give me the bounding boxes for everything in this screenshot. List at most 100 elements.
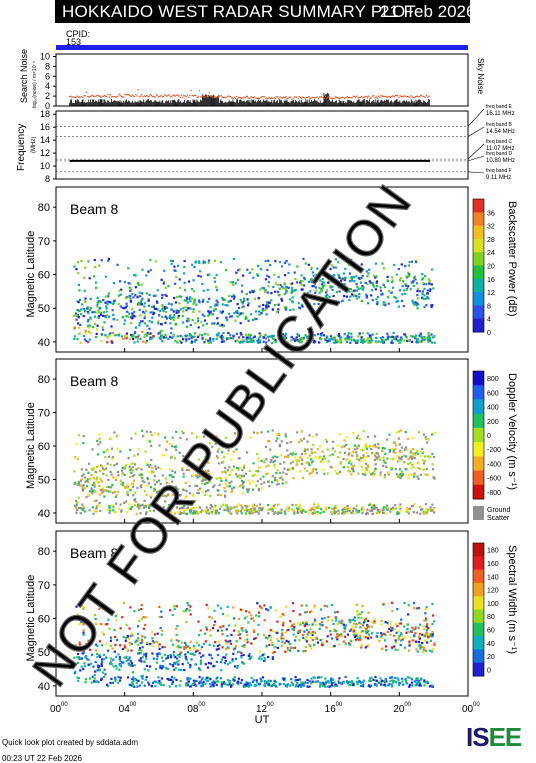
heatmap-cell	[319, 456, 321, 458]
heatmap-cell	[262, 475, 264, 477]
sky-noise-point	[354, 96, 355, 97]
heatmap-cell	[289, 643, 291, 645]
noise-ytick-label: 10	[40, 51, 50, 61]
heatmap-cell	[287, 456, 289, 458]
heatmap-cell	[85, 496, 87, 498]
heatmap-cell	[139, 684, 141, 686]
heatmap-cell	[179, 278, 181, 280]
heatmap-cell	[344, 452, 346, 454]
heatmap-cell	[114, 491, 116, 493]
colorbar-tick-label: -800	[487, 490, 501, 497]
heatmap-cell	[313, 607, 315, 609]
heatmap-cell	[317, 505, 319, 507]
heatmap-cell	[155, 668, 157, 670]
heatmap-cell	[350, 640, 352, 642]
heatmap-cell	[137, 680, 139, 682]
heatmap-cell	[362, 332, 364, 334]
heatmap-cell	[103, 654, 105, 656]
heatmap-cell	[108, 258, 110, 260]
sky-noise-point	[226, 96, 227, 97]
heatmap-cell	[88, 478, 90, 480]
heatmap-cell	[83, 315, 85, 317]
heatmap-cell	[399, 289, 401, 291]
heatmap-cell	[200, 275, 202, 277]
freq-band-value: 9.11 MHz	[486, 175, 511, 181]
heatmap-cell	[141, 269, 143, 271]
heatmap-cell	[160, 616, 162, 618]
heatmap-cell	[157, 320, 159, 322]
heatmap-cell	[426, 337, 428, 339]
heatmap-cell	[158, 444, 160, 446]
heatmap-cell	[393, 635, 395, 637]
heatmap-cell	[235, 272, 237, 274]
freq-ytick-label: 18	[40, 109, 50, 119]
heatmap-cell	[331, 604, 333, 606]
heatmap-cell	[243, 646, 245, 648]
heatmap-cell	[302, 637, 304, 639]
sky-noise-point	[198, 96, 199, 97]
sky-noise-point	[380, 95, 381, 96]
heatmap-cell	[169, 685, 171, 687]
heatmap-cell	[327, 460, 329, 462]
heatmap-cell	[269, 449, 271, 451]
sky-noise-point	[187, 94, 188, 95]
heatmap-cell	[302, 634, 304, 636]
heatmap-cell	[421, 273, 423, 275]
sky-noise-point	[123, 96, 124, 97]
heatmap-cell	[350, 512, 352, 514]
heatmap-cell	[384, 680, 386, 682]
heatmap-cell	[164, 654, 166, 656]
heatmap-cell	[309, 628, 311, 630]
heatmap-cell	[112, 476, 114, 478]
heatmap-cell	[173, 297, 175, 299]
heatmap-cell	[176, 634, 178, 636]
heatmap-cell	[382, 447, 384, 449]
heatmap-cell	[262, 676, 264, 678]
heatmap-cell	[227, 606, 229, 608]
heatmap-cell	[280, 298, 282, 300]
sky-noise-point	[362, 97, 363, 98]
heatmap-cell	[126, 332, 128, 334]
heatmap-cell	[220, 505, 222, 507]
heatmap-cell	[137, 448, 139, 450]
heatmap-cell	[424, 455, 426, 457]
heatmap-cell	[368, 625, 370, 627]
heatmap-cell	[199, 652, 201, 654]
heatmap-cell	[190, 658, 192, 660]
heatmap-cell	[198, 676, 200, 678]
colorbar-tick-label: 800	[487, 376, 499, 383]
heatmap-cell	[425, 438, 427, 440]
heatmap-cell	[249, 483, 251, 485]
heatmap-cell	[317, 448, 319, 450]
heatmap-cell	[134, 294, 136, 296]
heatmap-cell	[194, 299, 196, 301]
heatmap-cell	[228, 301, 230, 303]
heatmap-cell	[314, 456, 316, 458]
heatmap-cell	[272, 475, 274, 477]
heatmap-cell	[348, 448, 350, 450]
heatmap-cell	[176, 341, 178, 343]
heatmap-cell	[200, 656, 202, 658]
sky-noise-point	[164, 94, 165, 95]
heatmap-cell	[182, 310, 184, 312]
sky-noise-point	[127, 94, 128, 95]
heatmap-cell	[192, 308, 194, 310]
sky-noise-point	[126, 94, 127, 95]
heatmap-cell	[239, 485, 241, 487]
sky-noise-point	[424, 96, 425, 97]
heatmap-cell	[201, 334, 203, 336]
heatmap-cell	[173, 269, 175, 271]
heatmap-cell	[127, 494, 129, 496]
heatmap-cell	[94, 677, 96, 679]
sky-noise-point	[74, 96, 75, 97]
heatmap-cell	[294, 271, 296, 273]
heatmap-cell	[183, 266, 185, 268]
heatmap-cell	[203, 315, 205, 317]
heatmap-cell	[89, 317, 91, 319]
heatmap-cell	[418, 645, 420, 647]
heatmap-cell	[209, 683, 211, 685]
heatmap-cell	[172, 644, 174, 646]
heatmap-cell	[78, 333, 80, 335]
heatmap-cell	[136, 487, 138, 489]
heatmap-cell	[422, 459, 424, 461]
